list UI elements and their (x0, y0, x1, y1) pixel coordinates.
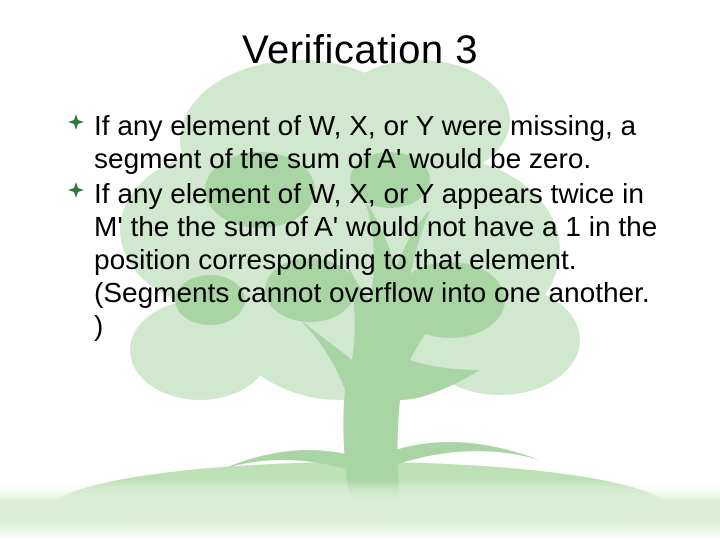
slide-title: Verification 3 (60, 28, 660, 73)
slide-content: Verification 3 If any element of W, X, o… (0, 0, 720, 540)
bullet-text: If any element of W, X, or Y were missin… (94, 110, 636, 174)
list-item: If any element of W, X, or Y appears twi… (68, 177, 660, 342)
list-item: If any element of W, X, or Y were missin… (68, 109, 660, 175)
four-point-star-icon (68, 114, 84, 130)
bullet-list: If any element of W, X, or Y were missin… (60, 109, 660, 342)
four-point-star-icon (68, 182, 84, 198)
bullet-text: If any element of W, X, or Y appears twi… (94, 178, 657, 341)
